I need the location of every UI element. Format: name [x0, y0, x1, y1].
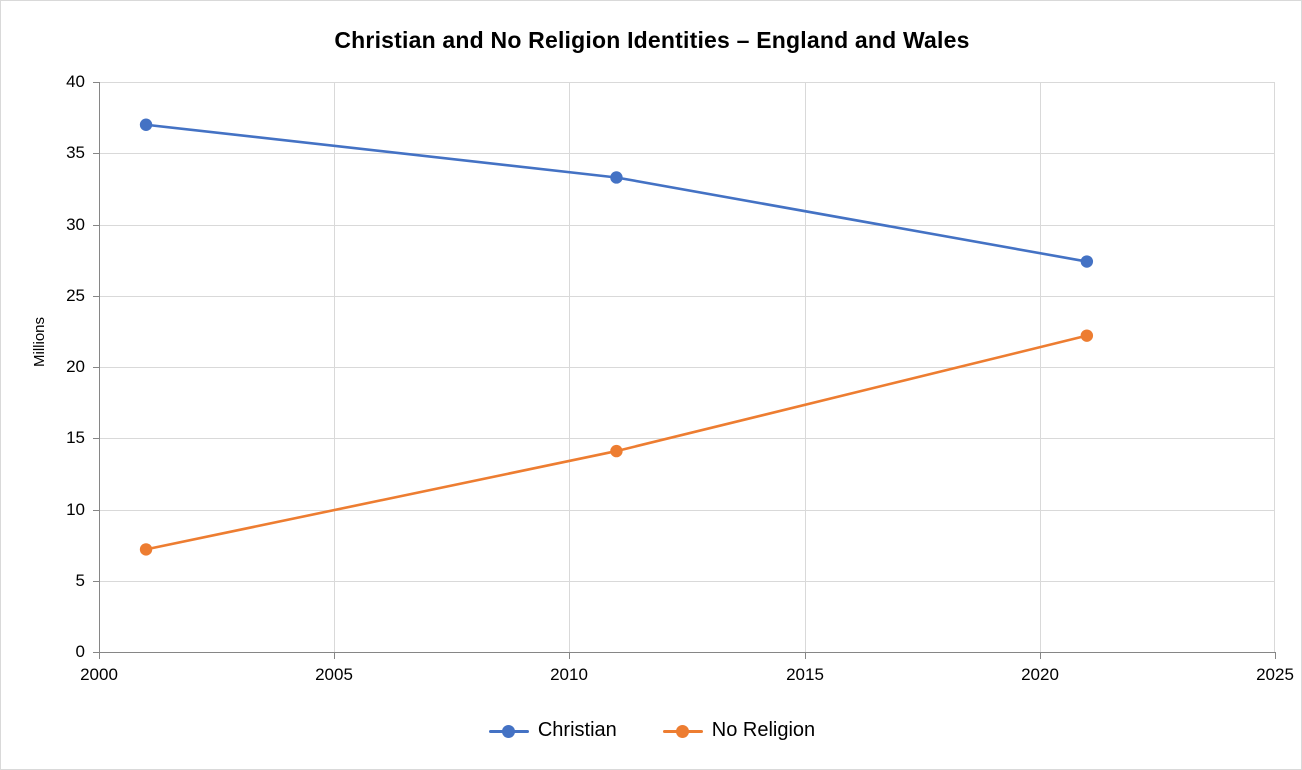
legend-swatch-no-religion	[662, 724, 703, 738]
legend-label-christian: Christian	[537, 719, 617, 741]
gridline-x	[334, 82, 335, 652]
x-tick-mark	[1040, 653, 1041, 659]
gridline-y	[99, 153, 1275, 154]
data-point	[1080, 255, 1094, 268]
legend-swatch-christian	[488, 724, 529, 738]
chart-title: Christian and No Religion Identities – E…	[334, 27, 970, 53]
y-tick-label: 10	[66, 500, 85, 519]
y-tick-label: 5	[75, 571, 85, 590]
gridline-x	[1040, 82, 1041, 652]
y-tick-label: 20	[66, 357, 85, 376]
x-axis-line	[99, 652, 1276, 653]
x-tick-label: 2005	[315, 665, 353, 684]
legend-label-no-religion: No Religion	[711, 719, 816, 741]
gridline-y	[99, 367, 1275, 368]
y-tick-mark	[93, 367, 99, 368]
y-axis-line	[99, 82, 100, 653]
y-tick-label: 15	[66, 428, 85, 447]
gridline-y	[99, 225, 1275, 226]
gridline-y	[99, 581, 1275, 582]
data-point	[139, 543, 153, 556]
y-tick-label: 25	[66, 286, 85, 305]
x-tick-mark	[99, 653, 100, 659]
y-tick-label: 35	[66, 143, 85, 162]
x-tick-mark	[1275, 653, 1276, 659]
y-tick-mark	[93, 438, 99, 439]
data-point	[610, 444, 623, 458]
y-tick-label: 40	[66, 72, 85, 91]
y-tick-mark	[93, 652, 99, 653]
gridline-y	[99, 510, 1275, 511]
gridline-y	[99, 296, 1275, 297]
y-tick-mark	[93, 153, 99, 154]
y-tick-label: 30	[66, 215, 85, 234]
x-tick-label: 2020	[1021, 665, 1059, 684]
legend-item-christian[interactable]: Christian	[488, 719, 617, 742]
x-tick-label: 2010	[550, 665, 588, 684]
data-point	[610, 171, 623, 184]
gridline-y	[99, 438, 1275, 439]
x-tick-label: 2025	[1256, 665, 1294, 684]
y-tick-mark	[93, 581, 99, 582]
x-tick-label: 2015	[786, 665, 824, 684]
y-tick-label: 0	[75, 642, 85, 661]
gridline-y	[99, 82, 1275, 83]
y-tick-mark	[93, 296, 99, 297]
plot-area	[99, 82, 1275, 652]
x-tick-mark	[334, 653, 335, 659]
y-tick-mark	[93, 82, 99, 83]
x-tick-label: 2000	[80, 665, 118, 684]
data-point	[1080, 329, 1094, 342]
gridline-x	[805, 82, 806, 652]
series-plot	[139, 118, 1094, 556]
series-line-1	[144, 123, 1089, 263]
gridline-x	[569, 82, 570, 652]
data-point	[139, 118, 153, 131]
x-tick-mark	[569, 653, 570, 659]
y-tick-mark	[93, 225, 99, 226]
y-tick-mark	[93, 510, 99, 511]
chart-legend: Christian No Religion	[1, 719, 1302, 742]
legend-item-no-religion[interactable]: No Religion	[662, 719, 816, 742]
series-line-2	[144, 334, 1089, 551]
x-tick-mark	[805, 653, 806, 659]
